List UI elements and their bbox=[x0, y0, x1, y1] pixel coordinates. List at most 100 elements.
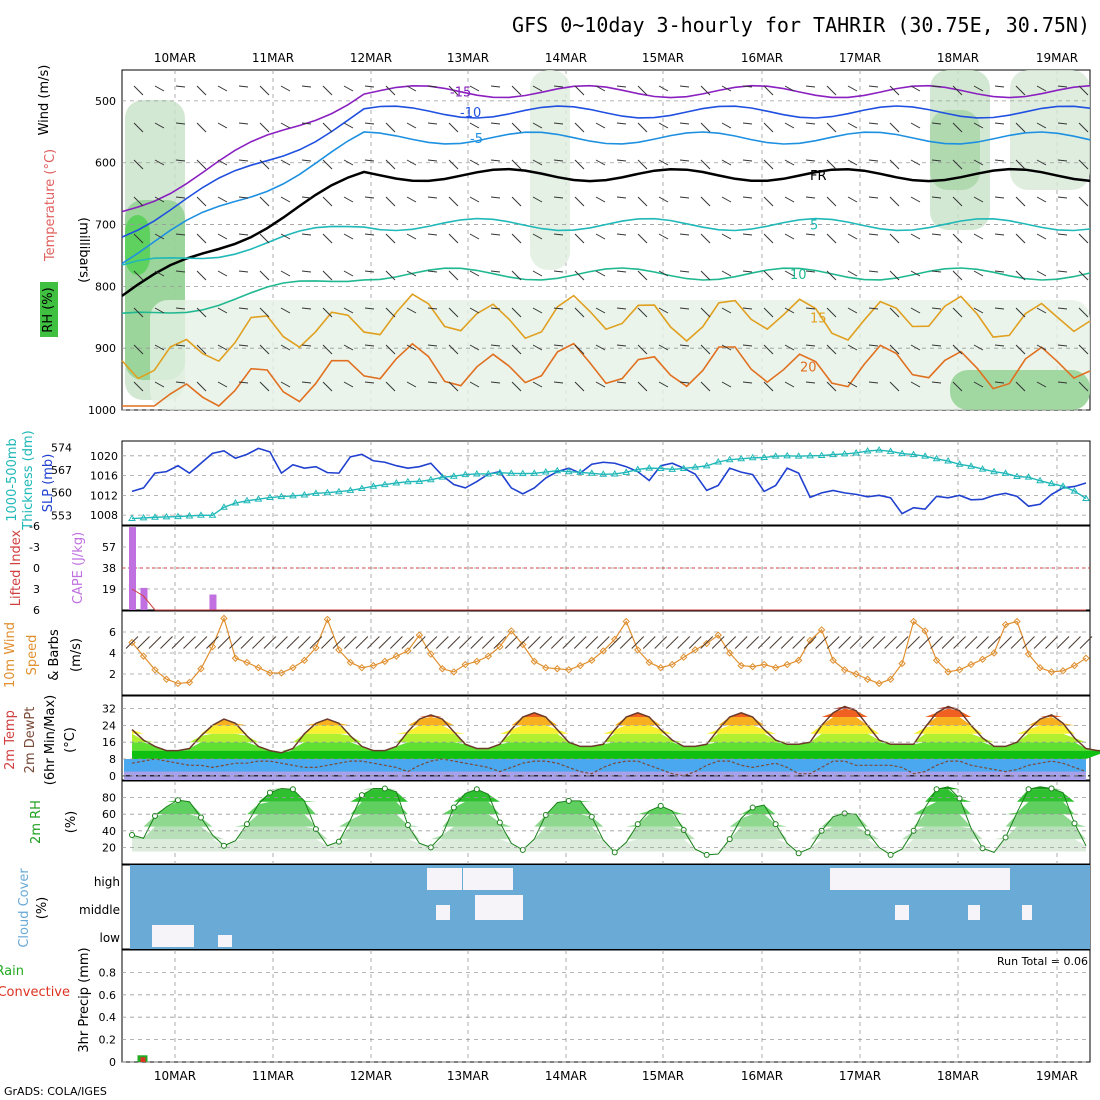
temperature-line bbox=[131, 705, 1100, 754]
wind-barb bbox=[343, 233, 354, 240]
wind-barb bbox=[931, 233, 942, 236]
wind-speed-marker bbox=[139, 652, 148, 660]
wind-barb-10m bbox=[688, 636, 702, 649]
wind-barb bbox=[574, 344, 585, 355]
wind-barb bbox=[679, 122, 690, 125]
thickness-marker bbox=[875, 446, 883, 453]
wind-barb bbox=[994, 270, 1005, 273]
wind-barb-10m bbox=[435, 636, 449, 649]
wind-speed-marker bbox=[634, 646, 642, 654]
wind-barb bbox=[259, 159, 270, 170]
cape-tick-label: 38 bbox=[102, 562, 116, 575]
wind-barb bbox=[217, 233, 228, 240]
rh-marker bbox=[841, 810, 848, 817]
wind-speed-marker bbox=[185, 678, 194, 687]
wind-barb bbox=[1057, 159, 1068, 162]
wind-speed-marker bbox=[817, 626, 826, 634]
wind-barb bbox=[343, 159, 354, 166]
wind-barb bbox=[700, 85, 711, 96]
wind-speed-marker bbox=[668, 660, 676, 669]
wind-barb bbox=[721, 307, 732, 314]
date-label-bottom: 12MAR bbox=[350, 1069, 392, 1083]
wind-barb bbox=[574, 196, 585, 207]
wind-barb bbox=[448, 122, 459, 133]
axis-label-temperature: Temperature (°C) bbox=[43, 149, 58, 262]
thickness-marker bbox=[266, 493, 274, 501]
wind-barb bbox=[658, 307, 669, 314]
rh-marker bbox=[404, 821, 411, 828]
thickness-marker bbox=[944, 457, 952, 464]
thickness-marker bbox=[220, 503, 228, 510]
wind-barb bbox=[427, 270, 438, 273]
wind-barb bbox=[217, 196, 228, 203]
wind-barb-10m bbox=[321, 636, 334, 649]
wind-barb-10m bbox=[631, 636, 645, 649]
wind-barb bbox=[217, 307, 228, 314]
rh-marker bbox=[887, 851, 894, 858]
thickness-marker bbox=[484, 469, 493, 477]
wind-barb-10m bbox=[619, 636, 633, 649]
date-label-top: 19MAR bbox=[1036, 51, 1078, 65]
wind-barb bbox=[406, 307, 417, 314]
wind-barb bbox=[133, 196, 144, 207]
wind-speed-marker bbox=[932, 656, 941, 665]
thickness-marker bbox=[1036, 476, 1044, 484]
wind-barb bbox=[1078, 344, 1089, 355]
wind-barb bbox=[238, 233, 249, 236]
wind-speed-marker bbox=[530, 657, 538, 666]
wind-barb bbox=[595, 196, 606, 203]
wind-barb bbox=[322, 344, 333, 355]
cloud-clear-patch bbox=[427, 868, 462, 890]
wind-barb bbox=[637, 85, 648, 96]
wind-barb bbox=[280, 122, 291, 129]
wind-speed-marker bbox=[553, 665, 561, 673]
wind-barb bbox=[301, 307, 312, 310]
wind-speed-marker bbox=[484, 652, 493, 660]
wind-barb bbox=[637, 233, 648, 244]
wind-barb bbox=[658, 196, 669, 203]
wind-barb bbox=[973, 159, 984, 166]
wind-barb bbox=[973, 233, 984, 240]
wind-barb-10m bbox=[585, 636, 599, 649]
wind-speed-marker bbox=[300, 656, 309, 665]
rh-fill-band bbox=[132, 789, 1086, 802]
wind-barb bbox=[301, 85, 312, 88]
isotherm-line bbox=[122, 342, 1091, 407]
wind-barb bbox=[154, 159, 165, 166]
wind-barb bbox=[952, 233, 963, 244]
wind-barb bbox=[322, 122, 333, 133]
thickness-marker bbox=[817, 451, 826, 459]
rh-fill-band bbox=[132, 826, 1086, 840]
wind-barb bbox=[280, 307, 291, 314]
wind-barb-10m bbox=[252, 636, 265, 649]
lifted-index-line bbox=[131, 588, 1086, 611]
wind-barb bbox=[616, 122, 627, 125]
wind-speed-marker bbox=[197, 665, 205, 673]
date-label-top: 14MAR bbox=[545, 51, 587, 65]
wind-barb bbox=[847, 159, 858, 166]
wind-speed-marker bbox=[955, 666, 964, 674]
wind-barb bbox=[679, 233, 690, 236]
wind-barb bbox=[742, 85, 753, 88]
wind-barb bbox=[658, 85, 669, 92]
slp-line bbox=[131, 447, 1087, 515]
wind-barb bbox=[595, 159, 606, 166]
wind-barb bbox=[364, 85, 375, 88]
rh-legend-swatch bbox=[40, 282, 58, 337]
wind-barb bbox=[133, 85, 144, 96]
wind-barb bbox=[364, 159, 375, 162]
wind-barb bbox=[595, 122, 606, 129]
thickness-marker bbox=[1013, 472, 1021, 480]
wind-barb-10m bbox=[1056, 636, 1070, 649]
wind-barb bbox=[1036, 307, 1047, 314]
axis-label-lifted-index: Lifted Index bbox=[9, 529, 24, 606]
wind-barb bbox=[679, 344, 690, 347]
wind-barb-10m bbox=[757, 636, 771, 649]
wind-speed-marker bbox=[771, 663, 780, 672]
wind-barb bbox=[406, 344, 417, 351]
wind-barb-10m bbox=[171, 636, 185, 649]
temperature-tick-label: 24 bbox=[102, 719, 116, 732]
thickness-marker bbox=[622, 468, 631, 475]
wind-barb bbox=[616, 381, 627, 384]
wind-barb bbox=[1078, 122, 1089, 133]
